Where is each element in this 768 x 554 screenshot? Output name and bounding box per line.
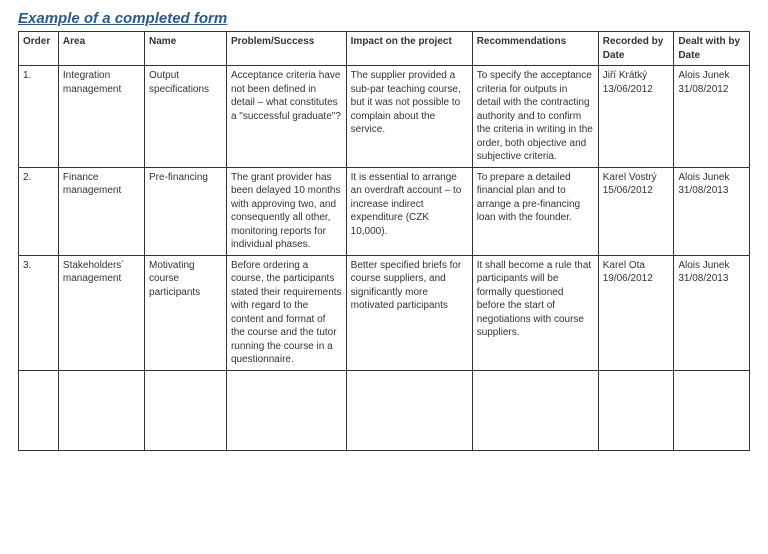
cell-impact: It is essential to arrange an overdraft … <box>346 167 472 255</box>
cell-dealt: Alois Junek 31/08/2013 <box>674 255 750 370</box>
col-impact: Impact on the project <box>346 32 472 66</box>
cell-problem: Acceptance criteria have not been define… <box>226 66 346 168</box>
cell-problem: The grant provider has been delayed 10 m… <box>226 167 346 255</box>
cell-recommend: To prepare a detailed financial plan and… <box>472 167 598 255</box>
cell-recommend: It shall become a rule that participants… <box>472 255 598 370</box>
cell-empty <box>19 370 59 450</box>
cell-order: 1. <box>19 66 59 168</box>
cell-empty <box>58 370 144 450</box>
cell-empty <box>346 370 472 450</box>
cell-impact: Better specified briefs for course suppl… <box>346 255 472 370</box>
cell-order: 3. <box>19 255 59 370</box>
cell-empty <box>674 370 750 450</box>
cell-empty <box>598 370 674 450</box>
col-name: Name <box>145 32 227 66</box>
col-problem: Problem/Success <box>226 32 346 66</box>
cell-impact: The supplier provided a sub-par teaching… <box>346 66 472 168</box>
table-row: 1. Integration management Output specifi… <box>19 66 750 168</box>
table-row-empty <box>19 370 750 450</box>
cell-empty <box>145 370 227 450</box>
cell-empty <box>472 370 598 450</box>
cell-name: Pre-financing <box>145 167 227 255</box>
header-row: Order Area Name Problem/Success Impact o… <box>19 32 750 66</box>
cell-area: Finance management <box>58 167 144 255</box>
col-recorded: Recorded by Date <box>598 32 674 66</box>
cell-recommend: To specify the acceptance criteria for o… <box>472 66 598 168</box>
cell-dealt: Alois Junek 31/08/2012 <box>674 66 750 168</box>
page-title: Example of a completed form <box>18 10 750 27</box>
cell-name: Output specifications <box>145 66 227 168</box>
col-area: Area <box>58 32 144 66</box>
table-row: 3. Stakeholders´ management Motivating c… <box>19 255 750 370</box>
cell-recorded: Karel Ota 19/06/2012 <box>598 255 674 370</box>
cell-area: Integration management <box>58 66 144 168</box>
form-table: Order Area Name Problem/Success Impact o… <box>18 31 750 451</box>
col-order: Order <box>19 32 59 66</box>
col-dealt: Dealt with by Date <box>674 32 750 66</box>
cell-problem: Before ordering a course, the participan… <box>226 255 346 370</box>
cell-recorded: Karel Vostrý 15/06/2012 <box>598 167 674 255</box>
cell-dealt: Alois Junek 31/08/2013 <box>674 167 750 255</box>
cell-order: 2. <box>19 167 59 255</box>
cell-recorded: Jiří Krátký 13/06/2012 <box>598 66 674 168</box>
col-recommend: Recommendations <box>472 32 598 66</box>
cell-empty <box>226 370 346 450</box>
cell-name: Motivating course participants <box>145 255 227 370</box>
cell-area: Stakeholders´ management <box>58 255 144 370</box>
table-row: 2. Finance management Pre-financing The … <box>19 167 750 255</box>
